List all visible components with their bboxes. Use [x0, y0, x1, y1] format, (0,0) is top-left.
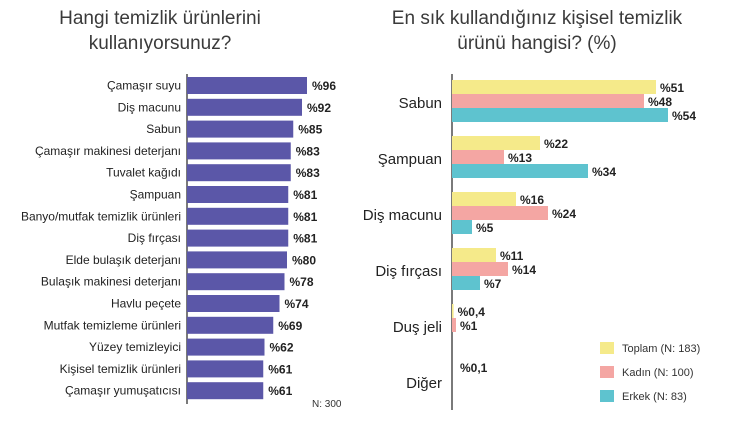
left-category-label: Şampuan — [130, 188, 181, 202]
left-bar — [187, 251, 287, 269]
right-value-label: %51 — [660, 81, 684, 95]
right-bar — [452, 192, 516, 206]
left-value-label: %81 — [293, 210, 317, 224]
right-bar — [452, 206, 548, 220]
left-value-label: %78 — [290, 275, 314, 289]
left-bar — [187, 186, 289, 203]
legend-label: Kadın (N: 100) — [622, 367, 694, 379]
right-bar — [452, 136, 540, 150]
left-value-label: %61 — [268, 384, 292, 398]
left-value-label: %81 — [293, 232, 317, 246]
left-category-label: Bulaşık makinesi deterjanı — [41, 275, 181, 289]
legend-swatch — [600, 342, 614, 354]
left-chart-note: N: 300 — [312, 399, 342, 410]
right-value-label: %16 — [520, 193, 544, 207]
left-category-label: Tuvalet kağıdı — [106, 166, 181, 180]
right-value-label: %0,4 — [458, 305, 486, 319]
left-category-label: Çamaşır yumuşatıcısı — [65, 384, 181, 398]
left-bar — [187, 316, 274, 334]
right-value-label: %14 — [512, 263, 536, 277]
left-bar — [187, 142, 291, 160]
right-bar — [452, 318, 456, 332]
legend-swatch — [600, 390, 614, 402]
right-bar — [452, 164, 588, 178]
left-category-label: Havlu peçete — [111, 297, 181, 311]
left-value-label: %74 — [285, 297, 309, 311]
right-value-label: %22 — [544, 137, 568, 151]
left-category-label: Kişisel temizlik ürünleri — [60, 362, 181, 376]
left-bar — [187, 360, 264, 378]
left-chart-title-line-2: kullanıyorsunuz? — [89, 33, 232, 54]
left-bar — [187, 382, 264, 400]
left-value-label: %81 — [293, 188, 317, 202]
left-value-label: %69 — [278, 319, 302, 333]
left-value-label: %80 — [292, 253, 316, 267]
left-value-label: %96 — [312, 79, 336, 93]
right-value-label: %11 — [500, 249, 524, 263]
left-chart-title-line-1: Hangi temizlik ürünlerini — [59, 8, 261, 29]
right-extra-value-label: %0,1 — [460, 361, 488, 375]
right-bar — [452, 108, 668, 122]
right-category-label: Diğer — [406, 375, 442, 392]
left-bar — [187, 295, 280, 312]
left-bar — [187, 338, 265, 356]
right-bar — [452, 150, 504, 164]
left-category-label: Banyo/mutfak temizlik ürünleri — [21, 209, 181, 223]
left-value-label: %92 — [307, 101, 331, 115]
right-bar — [452, 304, 454, 318]
right-value-label: %48 — [648, 95, 672, 109]
right-bar — [452, 276, 480, 290]
legend-swatch — [600, 366, 614, 378]
right-bar — [452, 94, 644, 108]
right-category-label: Duş jeli — [393, 319, 442, 336]
left-category-label: Diş fırçası — [128, 231, 181, 245]
left-value-label: %83 — [296, 144, 320, 158]
right-chart-title-line-1: En sık kullandığınız kişisel temizlik — [392, 8, 683, 29]
left-category-label: Çamaşır suyu — [107, 79, 181, 93]
left-bar — [187, 229, 289, 247]
legend-label: Erkek (N: 83) — [622, 391, 687, 403]
left-bar — [187, 120, 294, 138]
left-value-label: %83 — [296, 166, 320, 180]
left-category-label: Yüzey temizleyici — [89, 340, 181, 354]
right-value-label: %54 — [672, 109, 696, 123]
left-category-label: Elde bulaşık deterjanı — [66, 253, 181, 267]
left-value-label: %85 — [298, 123, 322, 137]
left-category-label: Sabun — [146, 122, 181, 136]
legend-label: Toplam (N: 183) — [622, 343, 700, 355]
right-value-label: %5 — [476, 221, 494, 235]
left-value-label: %62 — [270, 341, 294, 355]
right-category-label: Sabun — [399, 95, 442, 112]
left-category-label: Çamaşır makinesi deterjanı — [35, 144, 181, 158]
left-bar — [187, 98, 302, 116]
right-category-label: Diş fırçası — [375, 263, 442, 280]
right-chart-title-line-2: ürünü hangisi? (%) — [457, 33, 616, 54]
right-bar — [452, 248, 496, 262]
left-bar — [187, 207, 289, 225]
left-bar — [187, 77, 307, 94]
right-bar — [452, 262, 508, 276]
right-value-label: %1 — [460, 319, 478, 333]
right-bar — [452, 220, 472, 234]
right-bar — [452, 80, 656, 94]
left-value-label: %61 — [268, 362, 292, 376]
left-bar — [187, 164, 291, 182]
right-category-label: Şampuan — [378, 151, 442, 168]
right-value-label: %7 — [484, 277, 502, 291]
left-category-label: Mutfak temizleme ürünleri — [44, 318, 181, 332]
right-category-label: Diş macunu — [363, 207, 442, 224]
right-value-label: %13 — [508, 151, 532, 165]
right-value-label: %24 — [552, 207, 576, 221]
right-value-label: %34 — [592, 165, 616, 179]
left-category-label: Diş macunu — [118, 100, 181, 114]
left-bar — [187, 273, 285, 291]
